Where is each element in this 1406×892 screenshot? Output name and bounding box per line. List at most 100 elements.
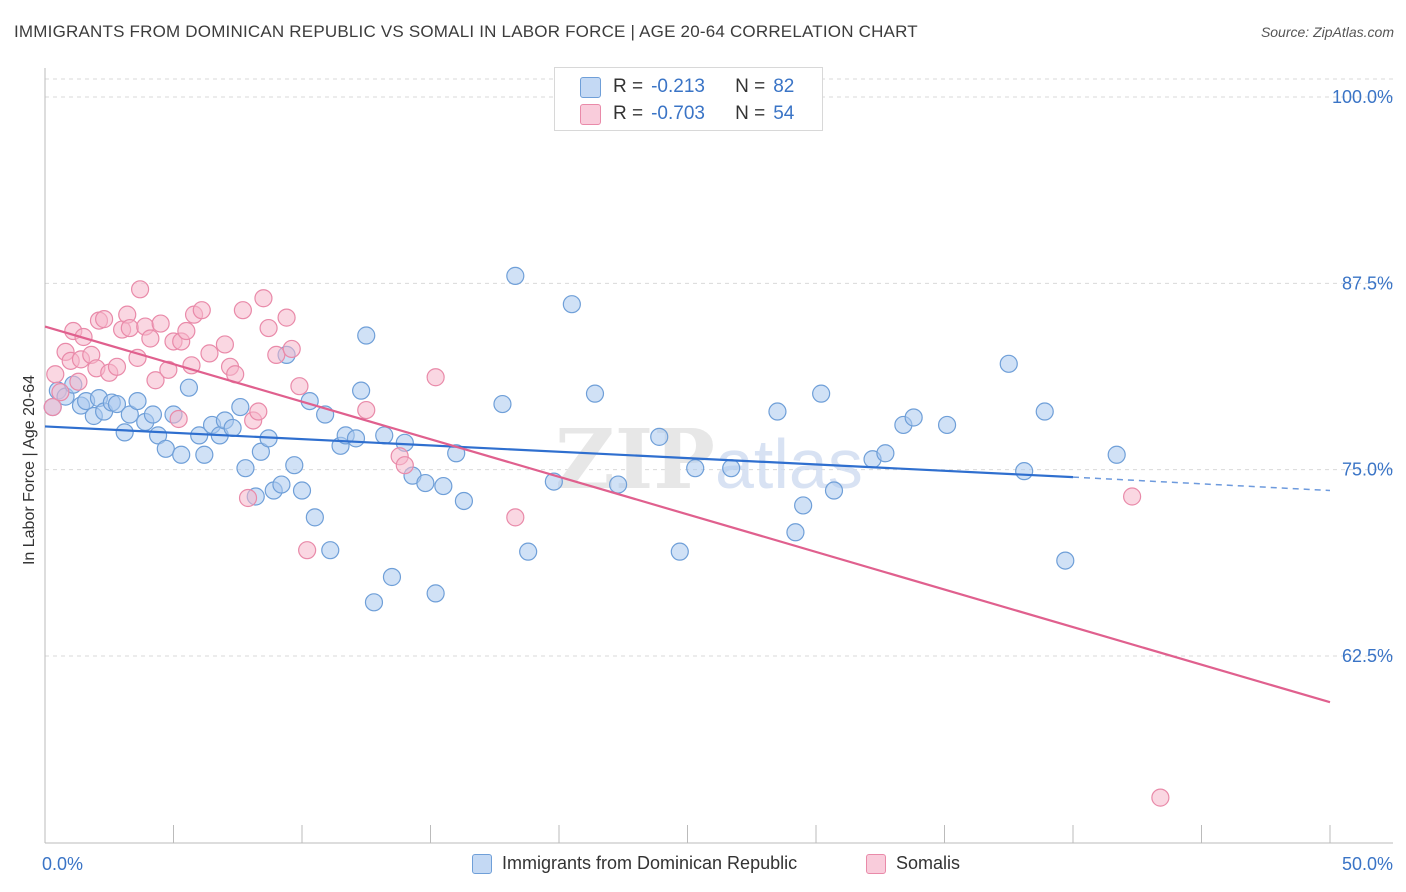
- pink-point: [1151, 788, 1170, 807]
- pink-point: [177, 321, 196, 341]
- blue-point: [562, 295, 581, 314]
- blue-point: [794, 496, 813, 515]
- blue-point: [272, 475, 291, 494]
- legend-n-value-2: 54: [773, 103, 795, 124]
- pink-point: [298, 541, 317, 560]
- blue-point: [824, 481, 844, 500]
- pink-point: [151, 314, 170, 333]
- blue-point: [120, 405, 139, 424]
- pink-point: [200, 344, 219, 363]
- legend-r-label-1: R =: [613, 76, 644, 97]
- legend-r-value-2: -0.703: [651, 103, 705, 124]
- blue-point: [609, 475, 628, 494]
- blue-trend-extension: [1072, 476, 1331, 492]
- pink-point: [1123, 487, 1142, 506]
- pink-point: [277, 308, 296, 327]
- axis-layer: [44, 68, 1393, 844]
- pink-point: [46, 365, 65, 384]
- blue-point: [686, 459, 705, 478]
- blue-point: [285, 456, 304, 475]
- blue-point: [305, 508, 324, 527]
- blue-point: [904, 408, 923, 427]
- y-tick-label: 62.5%: [1342, 646, 1393, 666]
- y-tick-label: 100.0%: [1332, 87, 1393, 107]
- tick-labels: 62.5% 75.0% 87.5% 100.0% 0.0% 50.0%: [42, 87, 1393, 874]
- blue-point: [999, 354, 1018, 373]
- legend-r-value-1: -0.213: [651, 76, 705, 97]
- pink-point: [69, 372, 88, 391]
- blue-point: [375, 426, 394, 445]
- legend-n-label-1: N =: [735, 76, 766, 97]
- pink-trend-line: [44, 325, 1331, 704]
- bottom-legend-item-blue[interactable]: Immigrants from Dominican Republic: [472, 853, 797, 874]
- pink-point: [120, 318, 139, 338]
- legend-n-label-2: N =: [735, 103, 766, 124]
- pink-point: [51, 383, 70, 402]
- blue-point: [357, 326, 376, 345]
- blue-point: [1056, 551, 1075, 570]
- blue-point: [519, 542, 538, 561]
- pink-point: [259, 318, 278, 338]
- blue-point: [195, 445, 214, 464]
- blue-point: [346, 429, 366, 448]
- blue-point: [1035, 402, 1054, 421]
- blue-trend-line: [44, 425, 1074, 479]
- source-credit: Source: ZipAtlas.com: [1260, 24, 1394, 40]
- pink-point: [128, 348, 147, 367]
- legend-row-1: R = -0.213 N = 82: [580, 76, 794, 98]
- pink-point: [215, 335, 234, 354]
- pink-point: [141, 329, 160, 348]
- pink-point: [426, 368, 445, 387]
- blue-point: [876, 444, 895, 463]
- legend-swatch-blue: [580, 76, 601, 98]
- chart-title: IMMIGRANTS FROM DOMINICAN REPUBLIC VS SO…: [14, 22, 918, 41]
- legend-box: R = -0.213 N = 82 R = -0.703 N = 54: [554, 67, 823, 131]
- x-tick-label: 0.0%: [42, 854, 83, 874]
- blue-point: [426, 584, 445, 603]
- pink-point: [192, 301, 211, 320]
- pink-point: [159, 360, 178, 379]
- bottom-legend-item-pink[interactable]: Somalis: [866, 853, 960, 874]
- pink-point: [238, 488, 258, 508]
- bottom-legend-label-blue: Immigrants from Dominican Republic: [502, 853, 798, 873]
- blue-point: [223, 418, 242, 438]
- blue-point: [231, 397, 250, 417]
- blue-point: [179, 378, 199, 397]
- blue-point: [768, 402, 787, 421]
- pink-point: [254, 289, 273, 308]
- blue-point: [722, 459, 741, 478]
- blue-point: [506, 266, 525, 285]
- blue-point: [812, 384, 831, 403]
- blue-point: [434, 476, 453, 496]
- blue-point: [650, 427, 669, 446]
- blue-point: [670, 542, 689, 561]
- grid-layer: [45, 78, 1393, 657]
- blue-point: [107, 394, 127, 414]
- blue-point: [1107, 445, 1126, 464]
- pink-point: [146, 371, 165, 390]
- pink-point: [506, 508, 525, 527]
- pink-point: [130, 280, 150, 299]
- pink-point: [267, 345, 286, 364]
- y-tick-label: 75.0%: [1342, 460, 1393, 480]
- legend-swatch-pink: [580, 103, 601, 125]
- pink-point: [107, 357, 127, 376]
- pink-point: [169, 409, 188, 429]
- bottom-legend-swatch-pink: [866, 853, 886, 874]
- legend-n-value-1: 82: [773, 76, 795, 97]
- blue-point: [585, 384, 605, 403]
- pink-point: [282, 339, 301, 359]
- blue-point: [1015, 462, 1034, 481]
- pink-point: [395, 456, 414, 475]
- blue-point: [416, 473, 435, 493]
- trend-layer: [44, 325, 1331, 704]
- blue-point: [156, 439, 175, 458]
- pink-point: [290, 377, 309, 396]
- blue-point: [786, 523, 805, 542]
- blue-point: [937, 415, 957, 435]
- blue-point: [172, 445, 191, 464]
- x-tick-label: 50.0%: [1342, 854, 1393, 874]
- legend-row-2: R = -0.703 N = 54: [580, 103, 794, 125]
- bottom-legend: Immigrants from Dominican Republic Somal…: [0, 851, 1406, 879]
